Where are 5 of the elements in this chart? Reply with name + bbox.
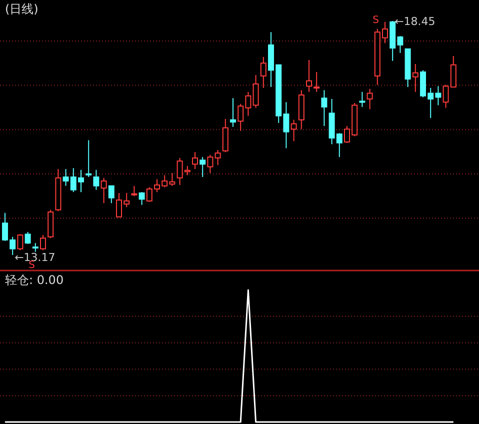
chart-title: (日线): [5, 2, 38, 16]
chart-title: 轻仓: 0.00: [5, 273, 64, 287]
annotation: ←18.45: [394, 15, 436, 28]
text: S: [28, 260, 35, 271]
annotation: S: [372, 15, 379, 26]
